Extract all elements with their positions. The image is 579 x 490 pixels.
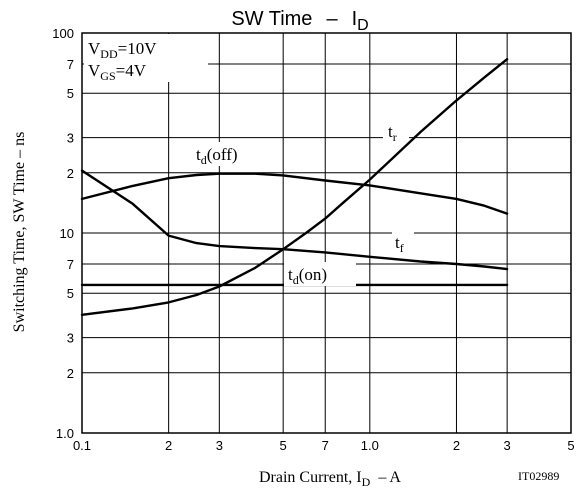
svg-text:tf: tf	[395, 233, 404, 255]
series-line-tf	[80, 169, 509, 271]
series-line-tr	[80, 58, 509, 316]
series-label-tdoff: td(off)	[192, 142, 262, 167]
x-tick-label: 7	[322, 438, 329, 453]
series-line-tdoff	[80, 172, 509, 215]
y-tick-label: 10	[60, 226, 74, 241]
y-tick-label: 7	[67, 57, 74, 72]
x-tick-label: 3	[504, 438, 511, 453]
x-tick-label: 3	[216, 438, 223, 453]
conditions-box: VDD=10V VGS=4V	[84, 34, 208, 83]
x-tick-label: 0.1	[73, 438, 91, 453]
y-tick-label: 2	[67, 166, 74, 181]
series-label-tr: tr	[383, 120, 409, 144]
y-tick-label: 5	[67, 286, 74, 301]
series-label-tf: tf	[392, 232, 414, 255]
figure-code: IT02989	[518, 469, 559, 483]
y-axis-label: Switching Time, SW Time – ns	[11, 132, 28, 333]
x-tick-label: 5	[280, 438, 287, 453]
x-tick-label: 2	[165, 438, 172, 453]
chart-title: SW Time – ID	[231, 8, 368, 34]
y-tick-label: 3	[67, 331, 74, 346]
condition-vgs: VGS=4V	[88, 61, 147, 83]
grid	[82, 33, 571, 433]
svg-text:tr: tr	[388, 122, 397, 144]
y-tick-label: 3	[67, 131, 74, 146]
series-label-tdon: td(on)	[284, 262, 356, 287]
svg-text:td(off): td(off)	[196, 145, 238, 167]
y-tick-label: 7	[67, 257, 74, 272]
plot-frame	[81, 32, 572, 434]
x-tick-labels: 0.1 2 3 5 7 1.0 2 3 5	[73, 438, 575, 453]
x-axis-label: Drain Current, ID – A	[259, 469, 401, 489]
y-tick-label: 100	[52, 26, 74, 41]
y-tick-label: 2	[67, 366, 74, 381]
y-tick-labels: 1.0 2 3 5 7 10 2 3 5 7 100	[52, 26, 74, 441]
y-tick-label: 5	[67, 86, 74, 101]
series-lines	[80, 58, 509, 316]
svg-text:td(on): td(on)	[288, 265, 327, 287]
x-tick-label: 2	[453, 438, 460, 453]
plot-area	[80, 32, 572, 434]
condition-vdd: VDD=10V	[88, 39, 157, 61]
x-tick-label: 5	[567, 438, 574, 453]
y-tick-label: 1.0	[56, 426, 74, 441]
x-tick-label: 1.0	[361, 438, 379, 453]
